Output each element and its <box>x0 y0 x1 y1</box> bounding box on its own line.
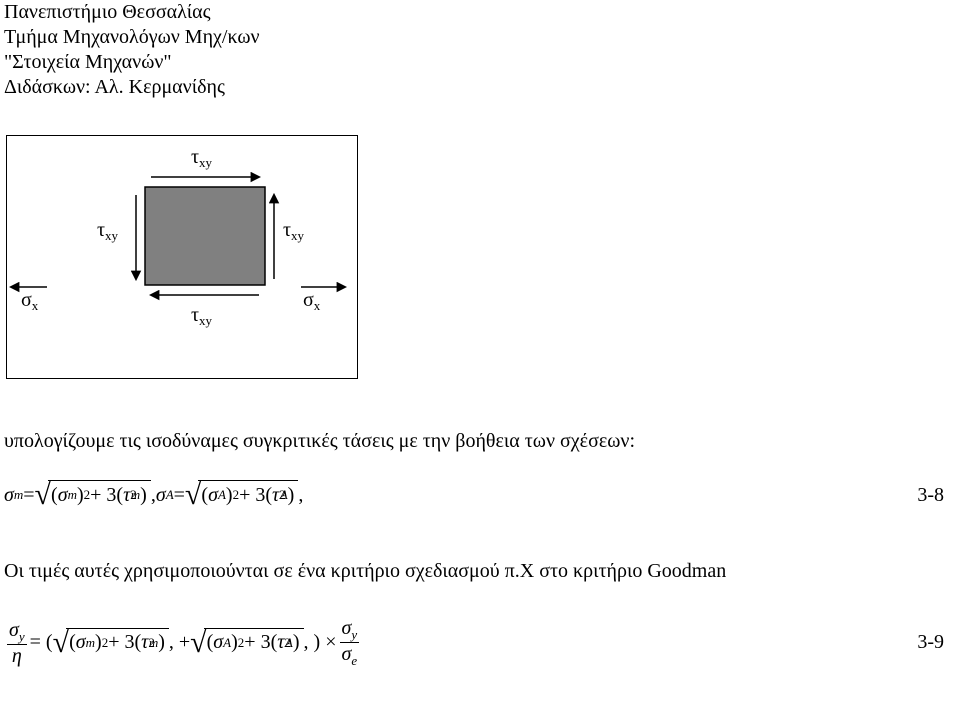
eq1-sigma-A: σ <box>208 485 218 505</box>
eq1-rp4: ) <box>288 485 295 505</box>
eq1-sqrt-1: √ (σm)2 + 3 (τ2m) <box>35 480 151 510</box>
eq2-lp4: ( <box>271 632 278 652</box>
eq1-rp3: ) <box>226 485 233 505</box>
eq2-tau-A: τ <box>277 632 284 652</box>
eq2-rp1: ) <box>95 632 102 652</box>
eq2-sigma-y-2-sub: y <box>351 627 357 642</box>
eq2-sigma-e: σ <box>342 643 352 665</box>
header-line-4: Διδάσκων: Αλ. Κερμανίδης <box>4 75 260 100</box>
eq2-frac-right-den: σe <box>340 644 360 667</box>
eq1-sqrt-2: √ (σA)2 + 3 (τ2A) <box>185 480 298 510</box>
eq2-sigma-m-sub: m <box>86 636 95 649</box>
stress-element-diagram: τxy τxy τxy τxy σx σx <box>6 135 358 379</box>
eq1-plus3-1: + 3 <box>90 485 116 505</box>
eq1-lp1: ( <box>51 485 58 505</box>
eq1-lp2: ( <box>116 485 123 505</box>
eq2-rp4: ) <box>293 632 300 652</box>
eq1-tau-m: τ <box>123 485 130 505</box>
eq2-sigma-m: σ <box>76 632 86 652</box>
equation-3-9-row: σy η = ( √ (σm)2 + 3 (τ2m) , + √ (σA)2 +… <box>4 618 944 667</box>
tau-bottom-label: τxy <box>191 304 213 328</box>
eq2-sigma-e-sub: e <box>351 653 357 668</box>
eq1-rp2: ) <box>140 485 147 505</box>
header-line-1: Πανεπιστήμιο Θεσσαλίας <box>4 0 260 25</box>
eq2-tau-m-sub: m <box>149 636 158 649</box>
eq2-sigma-y-2: σ <box>342 617 352 639</box>
eq2-frac-right: σy σe <box>340 618 360 667</box>
eq1-sigma-A-sub2: A <box>218 488 226 501</box>
eq1-lp3: ( <box>201 485 208 505</box>
eq2-frac-left-num: σy <box>7 620 27 643</box>
eq2-sigma-y-sub: y <box>19 629 25 644</box>
sigma-right-label: σx <box>303 289 321 313</box>
eq1-equals-1: = <box>23 484 34 507</box>
eq2-tau-A-sub: A <box>285 636 293 649</box>
eq1-tau-m-sub: m <box>131 488 140 501</box>
eq2-sqrt-1-body: (σm)2 + 3 (τ2m) <box>66 628 169 658</box>
eq2-plus3-1: + 3 <box>108 632 134 652</box>
tau-right-label: τxy <box>283 219 305 243</box>
eq1-lp4: ( <box>265 485 272 505</box>
header-line-2: Τμήμα Μηχανολόγων Μηχ/κων <box>4 25 260 50</box>
eq2-sqrt-2-body: (σA)2 + 3 (τ2A) <box>204 628 304 658</box>
eq2-sigma-A-sub: A <box>223 636 231 649</box>
eq1-sigma-m-sub: m <box>14 487 23 503</box>
eq1-sigma-m: σ <box>58 485 68 505</box>
eq1-sigma-A-lhs: σ <box>156 484 166 507</box>
eq1-sqrt-2-body: (σA)2 + 3 (τ2A) <box>198 480 298 510</box>
eq1-sigma-m-lhs: σ <box>4 484 14 507</box>
diagram-svg: τxy τxy τxy τxy σx σx <box>7 136 357 378</box>
eq1-tau-A: τ <box>272 485 279 505</box>
goodman-paragraph: Οι τιμές αυτές χρησιμοποιούνται σε ένα κ… <box>4 560 726 583</box>
sigma-left-label: σx <box>21 289 39 313</box>
eq1-plus3-2: + 3 <box>239 485 265 505</box>
header-line-3: "Στοιχεία Μηχανών" <box>4 50 260 75</box>
eq2-sigma-A: σ <box>213 632 223 652</box>
equation-3-9: σy η = ( √ (σm)2 + 3 (τ2m) , + √ (σA)2 +… <box>4 618 362 667</box>
eq1-equals-2: = <box>174 484 185 507</box>
page: Πανεπιστήμιο Θεσσαλίας Τμήμα Μηχανολόγων… <box>0 0 960 715</box>
eq2-plus3-2: + 3 <box>244 632 270 652</box>
eq1-rp1: ) <box>77 485 84 505</box>
eq2-frac-right-num: σy <box>340 618 360 641</box>
eq2-eta: η <box>10 646 24 666</box>
equation-3-8-number: 3-8 <box>917 484 944 507</box>
eq1-sigma-m-sub2: m <box>68 488 77 501</box>
equation-3-9-number: 3-9 <box>917 631 944 654</box>
eq2-frac-left: σy η <box>7 620 27 666</box>
eq2-equals-open: = ( <box>30 631 53 654</box>
equation-3-8-row: σm = √ (σm)2 + 3 (τ2m) , σA = √ (σA)2 + … <box>4 480 944 510</box>
eq2-lp2: ( <box>134 632 141 652</box>
eq2-rp3: ) <box>231 632 238 652</box>
eq2-lp3: ( <box>207 632 214 652</box>
eq1-sigma-A-sub: A <box>166 487 174 503</box>
eq2-sqrt-2: √ (σA)2 + 3 (τ2A) <box>190 628 303 658</box>
eq1-comma-2: , <box>298 484 303 507</box>
document-header: Πανεπιστήμιο Θεσσαλίας Τμήμα Μηχανολόγων… <box>4 0 260 100</box>
equation-3-8: σm = √ (σm)2 + 3 (τ2m) , σA = √ (σA)2 + … <box>4 480 303 510</box>
eq2-lp1: ( <box>69 632 76 652</box>
tau-top-label: τxy <box>191 146 213 170</box>
eq2-rp2: ) <box>158 632 165 652</box>
tau-left-label: τxy <box>97 219 119 243</box>
eq2-comma-plus: , + <box>169 631 190 654</box>
intro-paragraph: υπολογίζουμε τις ισοδύναμες συγκριτικές … <box>4 430 954 453</box>
eq2-sqrt-1: √ (σm)2 + 3 (τ2m) <box>53 628 169 658</box>
stress-element-square <box>145 187 265 285</box>
eq2-tau-m: τ <box>141 632 148 652</box>
eq1-tau-A-sub: A <box>280 488 288 501</box>
eq1-sqrt-1-body: (σm)2 + 3 (τ2m) <box>48 480 151 510</box>
eq2-close-times: , ) × <box>304 631 337 654</box>
eq2-sigma-y: σ <box>9 619 19 641</box>
